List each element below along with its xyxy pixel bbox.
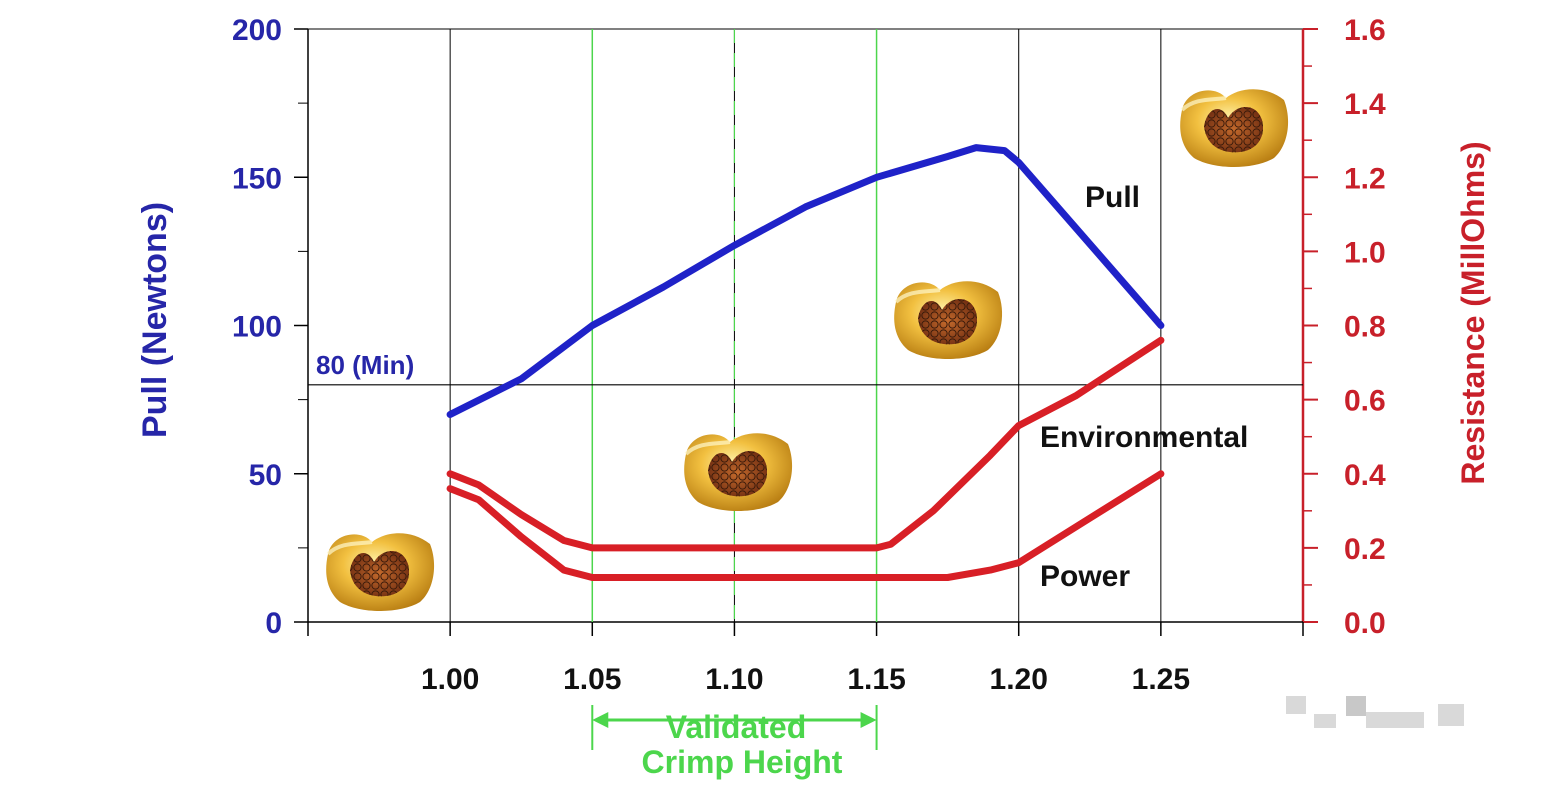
series-line-power xyxy=(446,470,1165,581)
left-axis-title: Pull (Newtons) xyxy=(136,202,174,438)
crimp-image-upper xyxy=(892,279,1005,361)
left-tick-label-200: 200 xyxy=(232,14,282,47)
x-axis-ticks: 1.00 1.05 1.10 1.15 1.20 1.25 xyxy=(307,622,1304,696)
data-series xyxy=(446,144,1165,581)
x-tick-label-1.10: 1.10 xyxy=(705,663,763,696)
right-tick-label-0.8: 0.8 xyxy=(1344,311,1386,344)
series-label-power: Power xyxy=(1040,560,1130,593)
right-tick-label-1.4: 1.4 xyxy=(1344,88,1386,121)
series-label-environmental: Environmental xyxy=(1040,421,1248,454)
min-reference-label: 80 (Min) xyxy=(316,350,414,380)
right-tick-label-1.6: 1.6 xyxy=(1344,14,1386,47)
validated-label-line2: Crimp Height xyxy=(642,744,843,780)
right-tick-label-1.0: 1.0 xyxy=(1344,236,1386,269)
watermark-blur xyxy=(1268,692,1478,734)
right-tick-label-0.6: 0.6 xyxy=(1344,385,1386,418)
series-line-pull xyxy=(446,144,1165,418)
left-tick-label-0: 0 xyxy=(265,607,282,640)
right-tick-label-0.4: 0.4 xyxy=(1344,459,1386,492)
x-tick-label-1.00: 1.00 xyxy=(421,663,479,696)
x-tick-label-1.20: 1.20 xyxy=(990,663,1048,696)
left-tick-label-50: 50 xyxy=(249,459,282,492)
right-tick-label-1.2: 1.2 xyxy=(1344,162,1386,195)
right-tick-label-0.0: 0.0 xyxy=(1344,607,1386,640)
series-line-environmental xyxy=(446,336,1165,552)
series-label-pull: Pull xyxy=(1085,181,1140,214)
x-tick-label-1.15: 1.15 xyxy=(847,663,905,696)
x-tick-label-1.05: 1.05 xyxy=(563,663,621,696)
validated-crimp-height-annotation: Validated Crimp Height xyxy=(591,705,878,780)
right-axis-ticks: 0.0 0.2 0.4 0.6 0.8 1.0 1.2 1.4 1.6 xyxy=(1303,14,1386,640)
crimp-image-nominal xyxy=(682,431,795,513)
crimp-image-undercrimp xyxy=(324,531,437,613)
x-tick-label-1.25: 1.25 xyxy=(1132,663,1190,696)
left-tick-label-150: 150 xyxy=(232,162,282,195)
left-tick-label-100: 100 xyxy=(232,311,282,344)
validated-label-line1: Validated xyxy=(666,709,807,745)
right-axis-title: Resistance (MillOhms) xyxy=(1455,141,1491,484)
crimp-image-overcrimp xyxy=(1178,87,1291,170)
plot-frame xyxy=(307,28,1305,623)
left-axis-ticks: 0 50 100 150 200 xyxy=(232,14,308,640)
right-tick-label-0.2: 0.2 xyxy=(1344,533,1386,566)
